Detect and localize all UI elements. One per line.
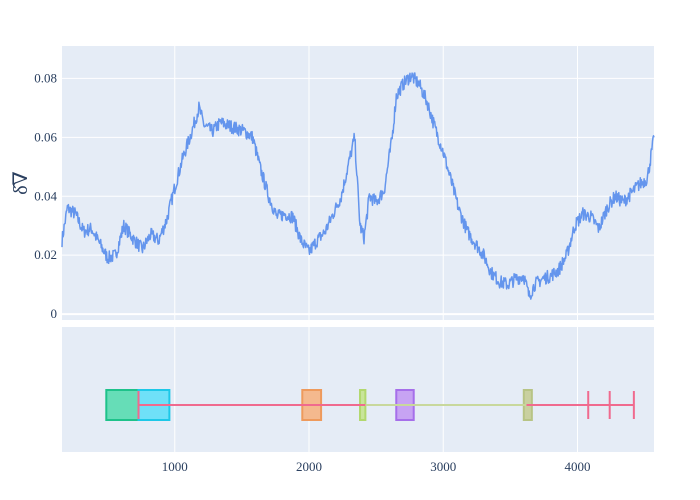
segment-box <box>105 389 144 421</box>
y-axis-label: δ̂∇ <box>10 171 32 194</box>
y-tick-label: 0.02 <box>34 247 57 262</box>
x-tick-label: 3000 <box>430 459 456 474</box>
x-ticks: 1000 2000 3000 4000 <box>162 459 591 474</box>
y-tick-label: 0.06 <box>34 129 57 144</box>
y-tick-label: 0 <box>51 306 58 321</box>
segments-layer <box>105 389 635 421</box>
y-tick-label: 0.08 <box>34 70 57 85</box>
series-layer <box>61 72 655 300</box>
x-tick-label: 2000 <box>296 459 322 474</box>
y-tick-label: 0.04 <box>34 188 57 203</box>
x-tick-label: 4000 <box>564 459 590 474</box>
top-grid <box>62 46 654 320</box>
y-ticks: 0 0.02 0.04 0.06 0.08 <box>34 70 57 321</box>
x-tick-label: 1000 <box>162 459 188 474</box>
series-line <box>61 72 655 300</box>
